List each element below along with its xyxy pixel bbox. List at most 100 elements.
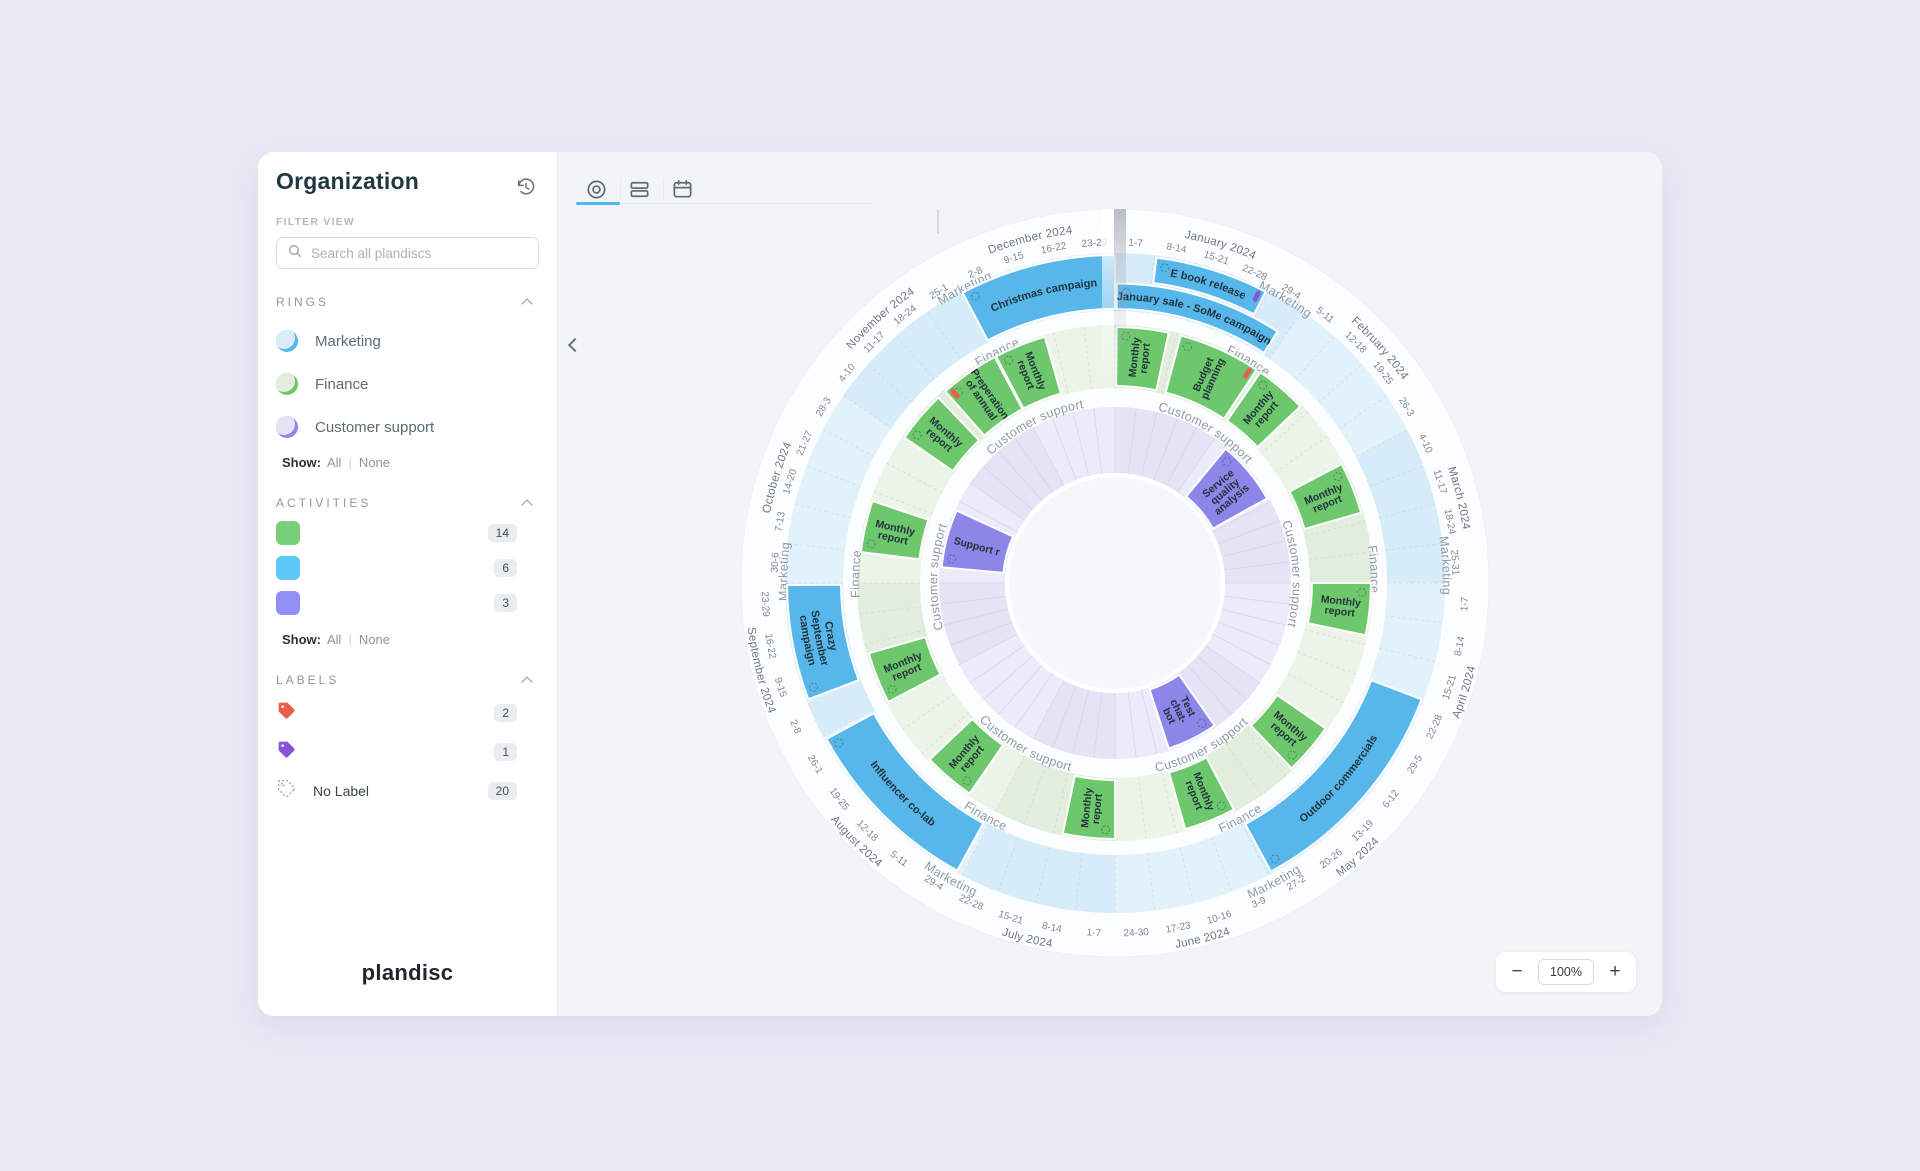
activity-monthly-report[interactable]: Monthlyreport [995, 335, 1062, 410]
label-marker [1242, 367, 1252, 379]
sidebar-ring-toggle-1[interactable]: Finance [276, 373, 539, 395]
chevron-up-icon[interactable] [523, 675, 533, 685]
sidebar-label-1[interactable]: 1 [276, 739, 539, 765]
activity-monthly-report[interactable]: Monthlyreport [859, 499, 930, 561]
ring-name: Marketing [315, 332, 381, 350]
recurring-icon [970, 291, 980, 301]
activity-label: Crazy [822, 621, 839, 653]
week-label: 1-7 [1086, 927, 1101, 939]
week-label: 8-14 [1453, 635, 1467, 657]
ring-toggle-icon [276, 373, 298, 395]
zoom-level[interactable]: 100% [1538, 959, 1594, 985]
active-view-underline [576, 202, 620, 205]
activity-color-swatch [276, 556, 300, 580]
zoom-out-button[interactable]: − [1511, 961, 1523, 982]
recurring-icon [887, 684, 897, 694]
sidebar-activity-color-2[interactable]: 3 [276, 591, 539, 615]
recurring-icon [1216, 801, 1226, 811]
zoom-control: − 100% + [1496, 952, 1636, 992]
activity-preperation-of-annual[interactable]: Preperationof annual [944, 356, 1024, 437]
sidebar-label-0[interactable]: 2 [276, 700, 539, 726]
recurring-icon [1183, 342, 1193, 352]
week-label: 18-24 [1442, 508, 1458, 536]
filter-view-label: FILTER VIEW [276, 216, 355, 228]
week-label: 16-22 [762, 633, 777, 660]
ring-label-finance: Finance [848, 549, 864, 598]
zoom-in-button[interactable]: + [1609, 961, 1621, 982]
toolbar-separator [620, 178, 621, 200]
activity-monthly-report[interactable]: Monthlyreport [867, 636, 942, 703]
activity-monthly-report[interactable]: Monthlyreport [1168, 756, 1235, 831]
rings-section-header: RINGS [276, 295, 330, 309]
chevron-up-icon[interactable] [523, 498, 533, 508]
sidebar-activity-color-1[interactable]: 6 [276, 556, 539, 580]
activity-test-chat-bot[interactable]: Testchat-bot [1148, 673, 1216, 750]
activity-monthly-report[interactable]: Monthlyreport [1249, 693, 1327, 770]
ring-name: Customer support [315, 418, 435, 436]
activity-label: Monthlyreport [1181, 771, 1217, 817]
count-badge: 20 [487, 782, 517, 800]
search-box[interactable] [276, 237, 539, 269]
week-label: 8-14 [1165, 241, 1187, 256]
main-canvas: Marketing Marketing Marketing Marketing Mark… [558, 152, 1662, 1016]
sidebar-activity-color-0[interactable]: 14 [276, 521, 539, 545]
count-badge: 6 [494, 559, 517, 577]
disc-view-button[interactable] [579, 174, 613, 204]
disc-center [1005, 473, 1225, 693]
recurring-icon [1333, 472, 1343, 482]
ring-label-finance: Finance [1365, 545, 1382, 594]
activity-monthly-report[interactable]: Monthlyreport [903, 396, 981, 473]
calendar-view-button[interactable] [665, 174, 699, 204]
ring-toggle-icon [276, 416, 298, 438]
sidebar: Organization FILTER VIEW RINGS [258, 152, 558, 1016]
recurring-icon [912, 430, 922, 440]
search-input[interactable] [311, 245, 528, 261]
week-label: 30-6 [770, 552, 782, 573]
activity-label: Monthlyreport [1127, 337, 1154, 380]
activity-color-swatch [276, 521, 300, 545]
show-none-link[interactable]: None [358, 455, 390, 470]
week-label: 25-31 [1448, 549, 1461, 576]
sidebar-ring-toggle-2[interactable]: Customer support [276, 416, 539, 438]
week-label: 1-7 [1128, 238, 1144, 250]
activity-support-r[interactable]: Support r [940, 509, 1015, 574]
recurring-icon [947, 554, 957, 564]
toolbar-hairline [622, 203, 872, 204]
activity-service-quality-analysis[interactable]: Servicequalityanalysis [1185, 447, 1269, 530]
activity-monthly-report[interactable]: Monthlyreport [1306, 582, 1372, 637]
show-all-link[interactable]: All [327, 455, 342, 470]
marker-tick [937, 210, 939, 234]
week-label: 23-29 [1081, 237, 1108, 250]
recurring-icon [808, 682, 818, 692]
label-marker [1252, 290, 1261, 302]
activity-monthly-report[interactable]: Monthlyreport [928, 717, 1005, 795]
sidebar-ring-toggle-0[interactable]: Marketing [276, 330, 539, 352]
sidebar-label-none[interactable]: No Label 20 [276, 778, 539, 804]
page-title: Organization [276, 168, 419, 194]
activity-color-swatch [276, 591, 300, 615]
activity-budget-planning[interactable]: Budgetplanning [1164, 334, 1258, 420]
show-none-link[interactable]: None [358, 632, 390, 647]
recurring-icon [1160, 263, 1170, 273]
recurring-icon [1270, 854, 1280, 864]
no-label-tag-icon [276, 778, 297, 804]
activity-monthly-report[interactable]: Monthlyreport [1225, 371, 1302, 449]
week-label: 8-14 [1041, 921, 1063, 935]
chevron-up-icon[interactable] [523, 297, 533, 307]
show-all-link[interactable]: All [327, 632, 342, 647]
activity-monthly-report[interactable]: Monthlyreport [1288, 463, 1363, 530]
week-label: 17-23 [1165, 920, 1192, 935]
week-label: 24-30 [1123, 927, 1150, 940]
activities-show-row: Show: All | None [282, 632, 390, 647]
tag-icon [276, 739, 297, 765]
list-view-button[interactable] [622, 174, 656, 204]
activity-label: Monthlyreport [1079, 787, 1106, 830]
history-icon[interactable] [513, 174, 539, 200]
toolbar-separator [663, 178, 664, 200]
activity-monthly-report[interactable]: Monthlyreport [1061, 774, 1116, 840]
app-window: Organization FILTER VIEW RINGS [258, 152, 1662, 1016]
recurring-icon [1258, 380, 1268, 390]
tag-icon [276, 700, 297, 726]
count-badge: 14 [487, 524, 517, 542]
